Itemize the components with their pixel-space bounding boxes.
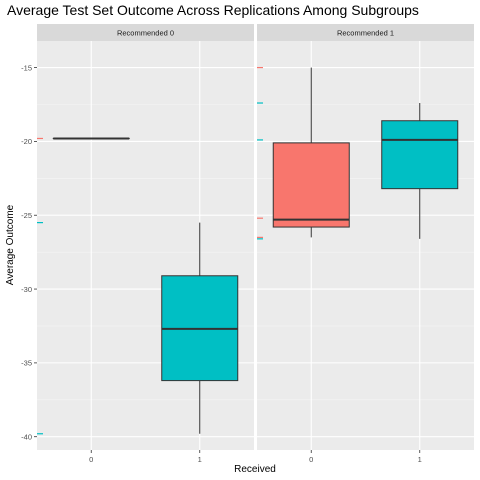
- x-tick-label: 0: [309, 455, 313, 464]
- y-tick-label: -35: [21, 359, 32, 368]
- x-axis-title: Received: [234, 464, 276, 475]
- y-tick-label: -40: [21, 432, 32, 441]
- box-1: [381, 103, 459, 239]
- panel-1: Recommended 1 0 1: [257, 24, 474, 464]
- box-body: [272, 142, 350, 228]
- y-tick-label: -25: [21, 211, 32, 220]
- panel-0: Recommended 0 0 1: [37, 24, 254, 464]
- panel-background: [257, 41, 474, 450]
- y-tick-label: -15: [21, 63, 32, 72]
- facet-strip: [37, 24, 254, 41]
- facet-strip-label: Recommended 0: [117, 29, 174, 38]
- facet-strip: [257, 24, 474, 41]
- x-tick-label: 0: [89, 455, 93, 464]
- y-tick-label: -30: [21, 285, 32, 294]
- chart-title: Average Test Set Outcome Across Replicat…: [7, 2, 419, 18]
- y-axis-title: Average Outcome: [5, 204, 16, 285]
- x-tick-label: 1: [418, 455, 422, 464]
- panel-background: [37, 41, 254, 450]
- x-tick-label: 1: [198, 455, 202, 464]
- panels: Recommended 0 0 1 Recommended 1 0 1: [37, 24, 474, 464]
- box-body: [381, 120, 459, 190]
- box-0: [272, 67, 350, 238]
- box-1: [161, 222, 239, 434]
- facet-strip-label: Recommended 1: [337, 29, 394, 38]
- y-tick-label: -20: [21, 137, 32, 146]
- y-axis: -40 -35 -30 -25 -20 -15: [21, 63, 37, 441]
